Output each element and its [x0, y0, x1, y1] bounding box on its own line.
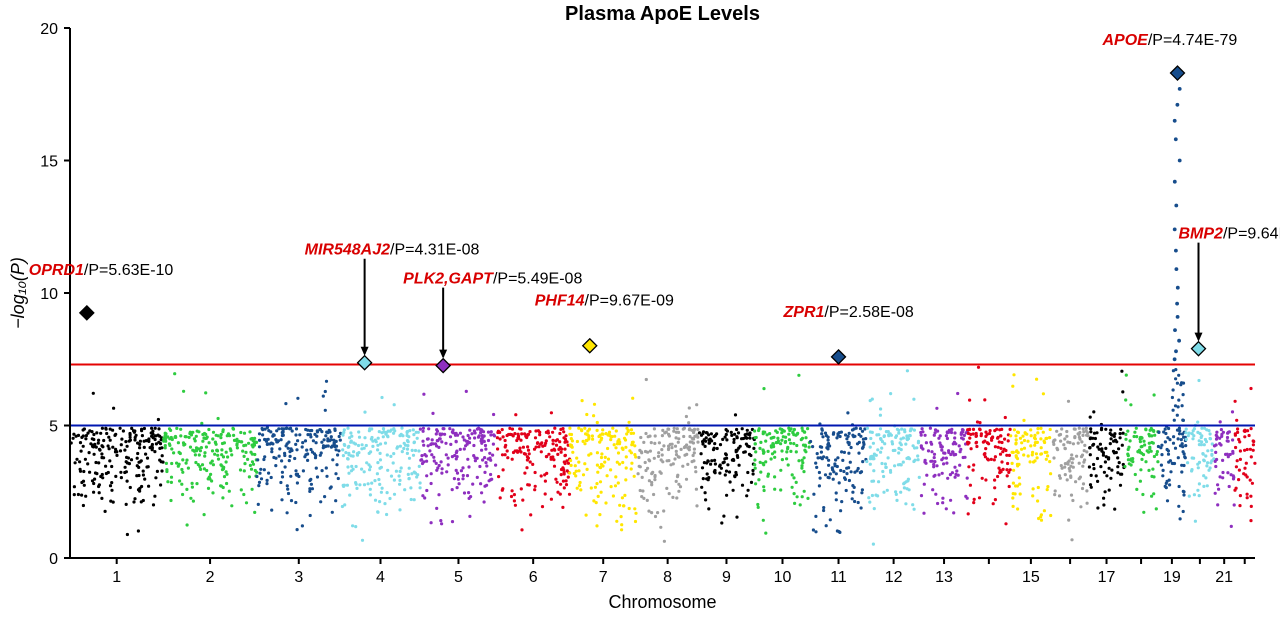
x-tick-label: 9 [722, 569, 731, 586]
label-arrowhead [361, 347, 369, 356]
lead-snp-marker [1170, 66, 1184, 80]
x-tick-label: 1 [112, 569, 121, 586]
x-tick-label: 4 [376, 569, 385, 586]
lead-snp-label: PHF14/P=9.67E-09 [535, 293, 674, 310]
lead-snp-marker [583, 339, 597, 353]
lead-snp-marker [1192, 342, 1206, 356]
chart-title: Plasma ApoE Levels [565, 3, 760, 25]
y-tick-label: 20 [40, 21, 58, 38]
manhattan-plot-svg: 051015201234567891011121315171921Chromos… [0, 0, 1280, 626]
lead-snp-marker [358, 356, 372, 370]
x-axis-label: Chromosome [608, 592, 716, 612]
x-tick-label: 21 [1215, 569, 1233, 586]
lead-snp-label: ZPR1/P=2.58E-08 [783, 304, 914, 321]
label-arrowhead [1195, 333, 1203, 342]
x-tick-label: 13 [935, 569, 953, 586]
x-tick-label: 17 [1098, 569, 1116, 586]
x-tick-label: 8 [663, 569, 672, 586]
x-tick-label: 15 [1022, 569, 1040, 586]
x-tick-label: 7 [599, 569, 608, 586]
lead-snp-label: MIR548AJ2/P=4.31E-08 [305, 242, 480, 259]
manhattan-plot-container: 051015201234567891011121315171921Chromos… [0, 0, 1280, 626]
y-tick-label: 15 [40, 154, 58, 171]
label-arrowhead [439, 350, 447, 359]
x-tick-label: 19 [1163, 569, 1181, 586]
x-tick-label: 10 [774, 569, 792, 586]
lead-snp-label: PLK2,GAPT/P=5.49E-08 [403, 271, 582, 288]
lead-snp-label: APOE/P=4.74E-79 [1101, 32, 1237, 49]
x-tick-label: 3 [294, 569, 303, 586]
x-tick-label: 5 [454, 569, 463, 586]
x-tick-label: 6 [529, 569, 538, 586]
y-axis-label: −log₁₀(P) [8, 257, 28, 329]
lead-snp-marker [80, 306, 94, 320]
y-tick-label: 0 [49, 551, 58, 568]
y-tick-label: 10 [40, 286, 58, 303]
x-tick-label: 12 [885, 569, 903, 586]
y-tick-label: 5 [49, 419, 58, 436]
lead-snp-label: OPRD1/P=5.63E-10 [29, 262, 174, 279]
x-tick-label: 11 [830, 569, 847, 586]
lead-snp-marker [832, 350, 846, 364]
lead-snp-label: BMP2/P=9.64E-09 [1179, 226, 1280, 243]
lead-snp-marker [436, 359, 450, 373]
x-tick-label: 2 [206, 569, 215, 586]
manhattan-dots [70, 87, 1257, 546]
